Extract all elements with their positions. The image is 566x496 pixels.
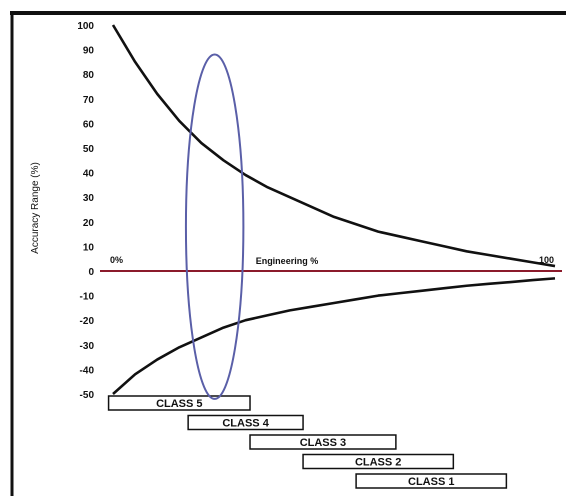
accuracy-curves <box>111 24 556 395</box>
class-bar-label: CLASS 4 <box>222 418 269 430</box>
y-tick-label: 0 <box>88 267 94 278</box>
y-tick-label: 100 <box>77 21 94 32</box>
y-tick-label: 50 <box>83 144 95 155</box>
class-bar-label: CLASS 3 <box>300 437 346 449</box>
x-annotation-end: 100 <box>539 255 554 265</box>
y-tick-label: -20 <box>80 316 95 327</box>
y-axis-label: Accuracy Range (%) <box>30 162 41 254</box>
y-tick-label: 60 <box>83 119 95 130</box>
x-annotation-start: 0% <box>110 255 123 265</box>
highlight-ellipse <box>184 53 245 400</box>
class-bar <box>249 434 397 450</box>
upper-accuracy-curve <box>111 24 556 268</box>
class-bar-label: CLASS 2 <box>355 457 401 469</box>
class-bar <box>187 414 304 431</box>
y-tick-label: -10 <box>80 292 95 303</box>
y-tick-label: 90 <box>83 46 95 57</box>
class-bars: CLASS 5 CLASS 4 CLASS 3 CLASS 2 CLASS 1 <box>107 395 508 489</box>
y-tick-label: -40 <box>80 365 95 376</box>
y-tick-label: 20 <box>83 218 95 229</box>
y-tick-label: 10 <box>83 242 95 253</box>
lower-accuracy-curve <box>112 277 556 395</box>
class-bar-label: CLASS 5 <box>156 398 202 410</box>
class-bar <box>355 473 508 489</box>
x-annotation-engineering: Engineering % <box>256 256 319 266</box>
y-tick-label: -50 <box>80 390 95 401</box>
y-tick-label: -30 <box>80 341 95 352</box>
y-tick-label: 70 <box>83 95 95 106</box>
y-tick-label: 40 <box>83 169 95 180</box>
y-tick-label: 80 <box>83 70 95 81</box>
class-bar <box>302 453 455 470</box>
y-tick-label: 30 <box>83 193 95 204</box>
class-bar-label: CLASS 1 <box>408 476 454 488</box>
